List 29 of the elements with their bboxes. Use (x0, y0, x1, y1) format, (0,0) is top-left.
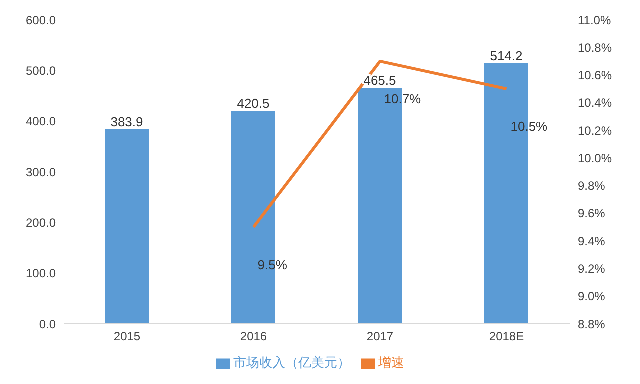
y-tick-label: 600.0 (26, 13, 56, 28)
y2-tick-label: 9.4% (578, 234, 606, 248)
y2-tick-label: 11.0% (578, 13, 612, 28)
y2-tick-label: 10.8% (578, 40, 612, 55)
x-tick-label: 2015 (114, 330, 141, 344)
legend-label: 增速 (378, 355, 404, 370)
y-tick-label: 0.0 (39, 317, 56, 332)
y2-tick-label: 9.6% (578, 206, 606, 221)
data-label: 514.2 (490, 48, 523, 64)
y-tick-label: 500.0 (26, 64, 56, 78)
y2-tick-label: 8.8% (578, 317, 606, 332)
y2-tick-label: 9.2% (578, 262, 606, 276)
data-label: 383.9 (110, 114, 144, 130)
y2-tick-label: 10.2% (578, 124, 612, 138)
y2-tick-label: 9.0% (578, 290, 606, 304)
y2-tick-label: 10.6% (578, 68, 612, 83)
data-label: 420.5 (237, 96, 270, 111)
x-tick-label: 2018E (489, 330, 524, 344)
y-tick-label: 200.0 (26, 216, 56, 230)
legend-label: 市场收入（亿美元） (234, 355, 350, 370)
y2-tick-label: 10.4% (578, 96, 612, 110)
x-tick-label: 2017 (366, 330, 394, 344)
y-tick-label: 400.0 (26, 114, 56, 129)
y2-tick-label: 10.0% (578, 151, 612, 166)
y-tick-label: 100.0 (26, 266, 56, 281)
bar (105, 129, 149, 324)
x-tick-label: 2016 (240, 330, 268, 344)
y2-tick-label: 9.8% (578, 179, 606, 194)
y-tick-label: 300.0 (26, 165, 56, 180)
